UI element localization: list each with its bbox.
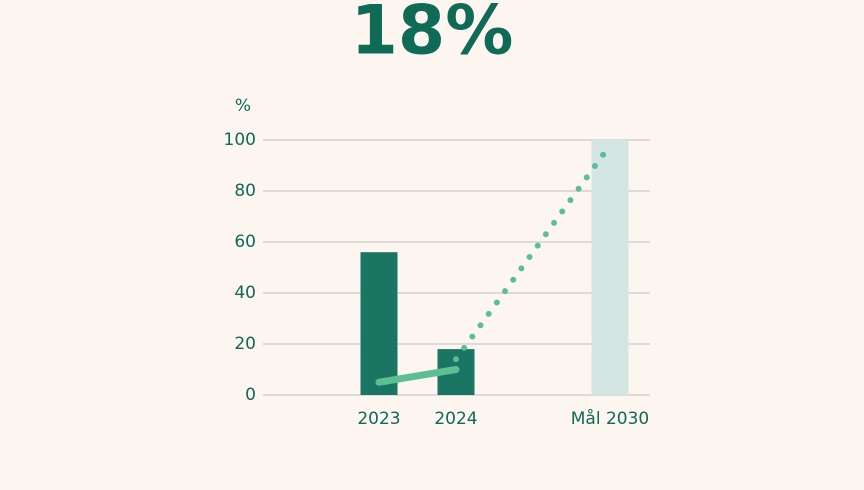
line xyxy=(453,142,613,363)
y-tick-label: 60 xyxy=(234,232,256,252)
x-tick-label: 2023 xyxy=(357,409,400,429)
y-tick-label: 80 xyxy=(234,181,256,201)
y-axis-label: % xyxy=(235,96,251,116)
x-tick-label: 2024 xyxy=(434,409,477,429)
bar xyxy=(360,252,398,395)
x-tick-label: Mål 2030 xyxy=(571,408,649,429)
bar xyxy=(591,140,629,395)
y-tick-label: 40 xyxy=(234,283,256,303)
y-tick-label: 0 xyxy=(245,385,256,405)
chart-title: 18% xyxy=(351,0,514,71)
y-tick-label: 20 xyxy=(234,334,256,354)
line xyxy=(375,366,460,386)
y-tick-label: 100 xyxy=(224,130,256,150)
